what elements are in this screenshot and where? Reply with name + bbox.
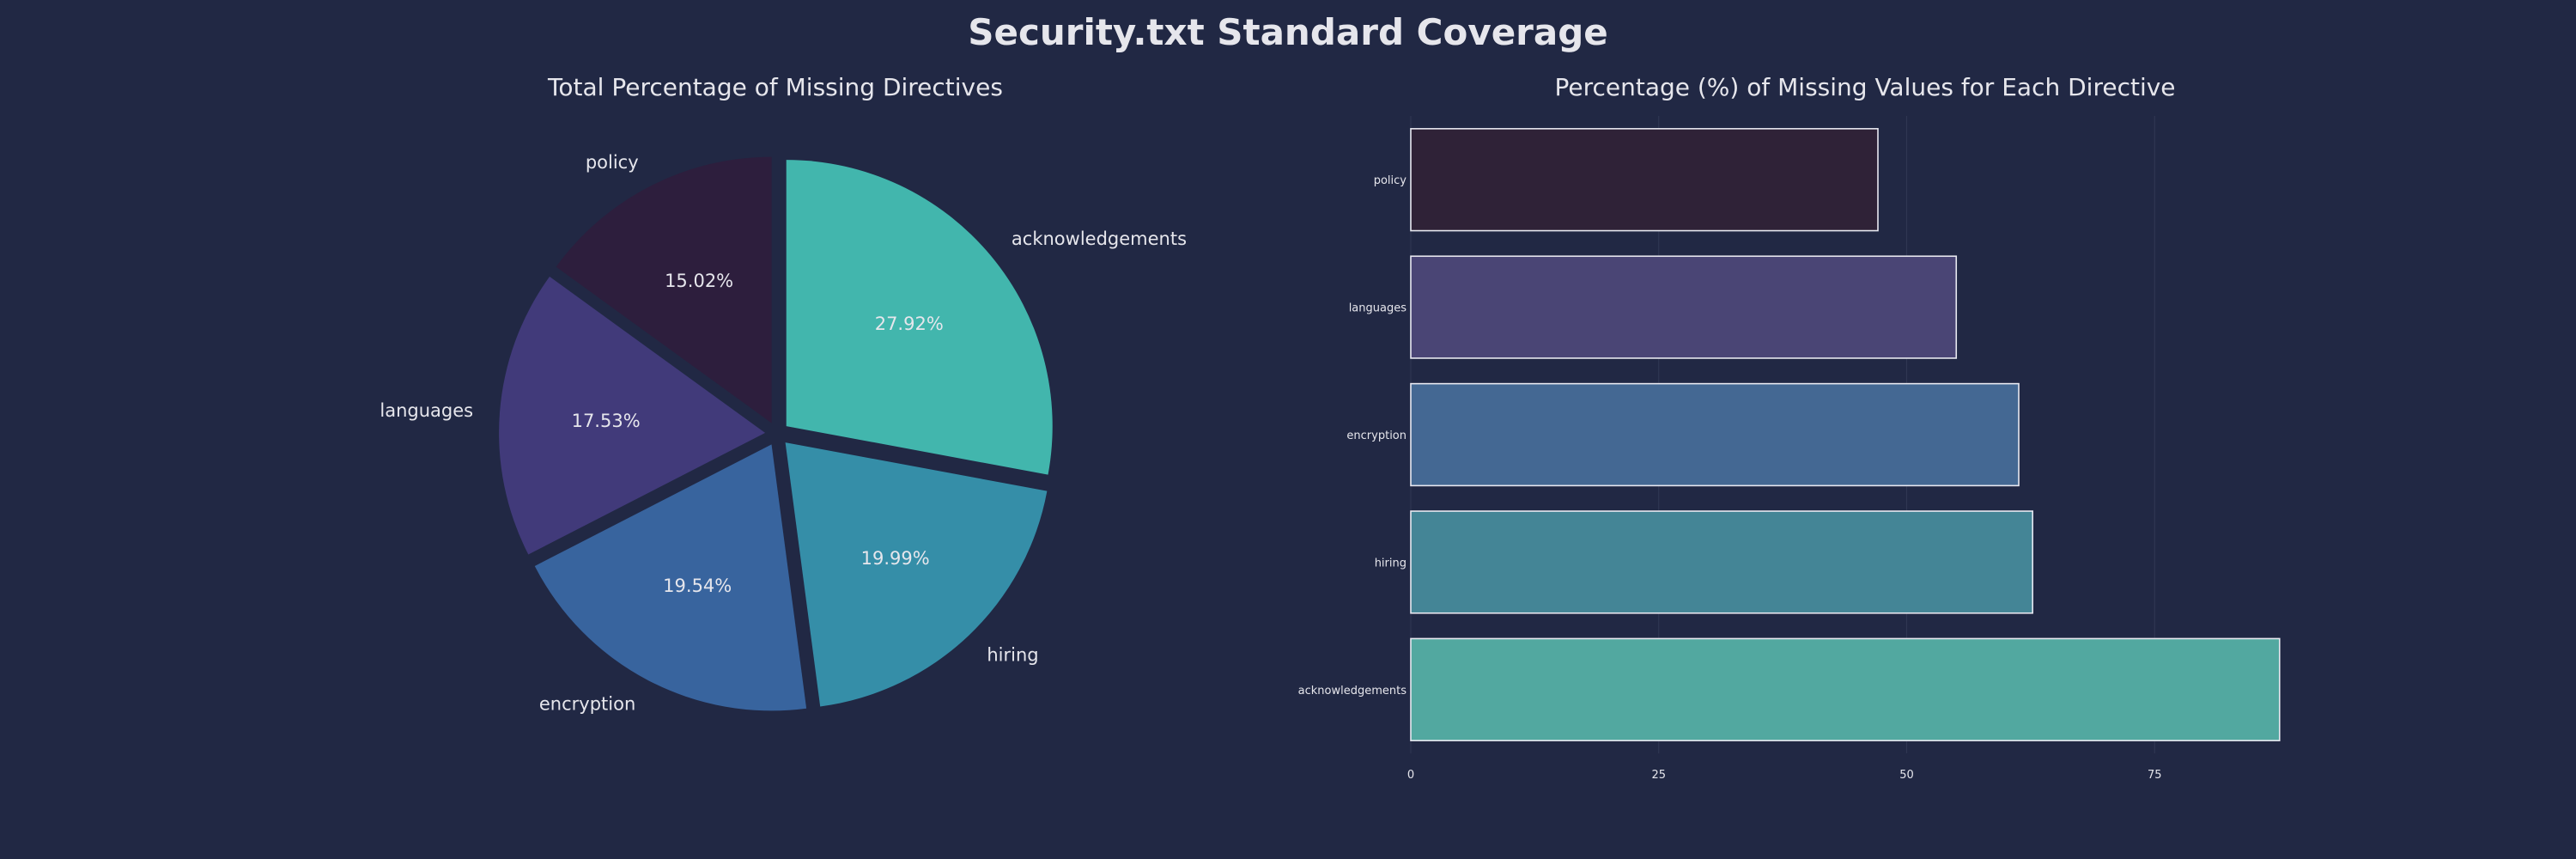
bar-panel: Percentage (%) of Missing Values for Eac… xyxy=(1298,73,2281,782)
pie-title: Total Percentage of Missing Directives xyxy=(547,73,1003,101)
y-tick-label-languages: languages xyxy=(1349,302,1407,315)
y-tick-label-encryption: encryption xyxy=(1346,430,1406,442)
pie-slice-policy xyxy=(556,156,772,423)
y-tick-label-acknowledgements: acknowledgements xyxy=(1298,685,1407,698)
pie-chart: 27.92% acknowledgements 19.99% hiring 19.54%… xyxy=(380,152,1187,715)
y-tick-label-policy: policy xyxy=(1374,174,1407,187)
pie-panel: Total Percentage of Missing Directives 2… xyxy=(380,73,1187,714)
pie-label-languages: languages xyxy=(380,400,473,421)
bar-languages xyxy=(1410,255,1958,359)
pie-pct-label-encryption: 19.54% xyxy=(663,576,732,596)
pie-label-hiring: hiring xyxy=(987,644,1038,665)
pie-pct-label-languages: 17.53% xyxy=(572,411,641,431)
pie-slice-encryption xyxy=(534,444,807,711)
pie-slice-acknowledgements xyxy=(786,160,1053,475)
figure-title: Security.txt Standard Coverage xyxy=(968,11,1608,53)
y-tick-label-hiring: hiring xyxy=(1375,557,1406,570)
bar-encryption xyxy=(1410,382,2020,487)
x-tick-label-0: 0 xyxy=(1407,769,1414,782)
x-tick-label-50: 50 xyxy=(1899,769,1914,782)
bar-policy xyxy=(1410,128,1879,232)
pie-pct-label-acknowledgements: 27.92% xyxy=(875,314,944,334)
bar-title: Percentage (%) of Missing Values for Eac… xyxy=(1554,73,2175,101)
pie-label-encryption: encryption xyxy=(539,693,635,714)
x-tick-label-25: 25 xyxy=(1651,769,1666,782)
bar-chart: 0 25 50 75 policy languages encryption hiring ac… xyxy=(1298,116,2281,782)
x-tick-label-75: 75 xyxy=(2148,769,2162,782)
bar-acknowledgements xyxy=(1410,637,2281,741)
pie-slice-languages xyxy=(499,277,766,555)
pie-pct-label-hiring: 19.99% xyxy=(861,548,930,569)
pie-label-acknowledgements: acknowledgements xyxy=(1012,228,1187,249)
pie-slice-hiring xyxy=(785,442,1048,707)
pie-pct-label-policy: 15.02% xyxy=(665,271,733,291)
pie-label-policy: policy xyxy=(586,152,639,173)
bar-hiring xyxy=(1410,510,2033,614)
